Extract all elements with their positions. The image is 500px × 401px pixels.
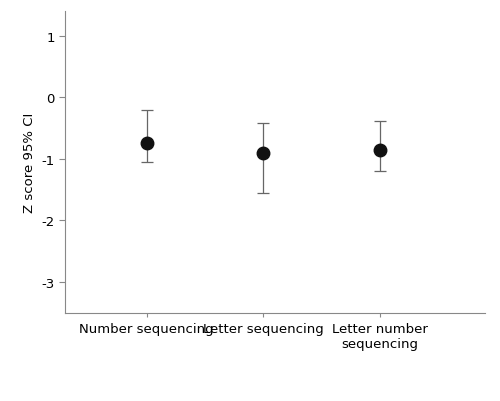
Y-axis label: Z score 95% CI: Z score 95% CI [23,112,36,213]
